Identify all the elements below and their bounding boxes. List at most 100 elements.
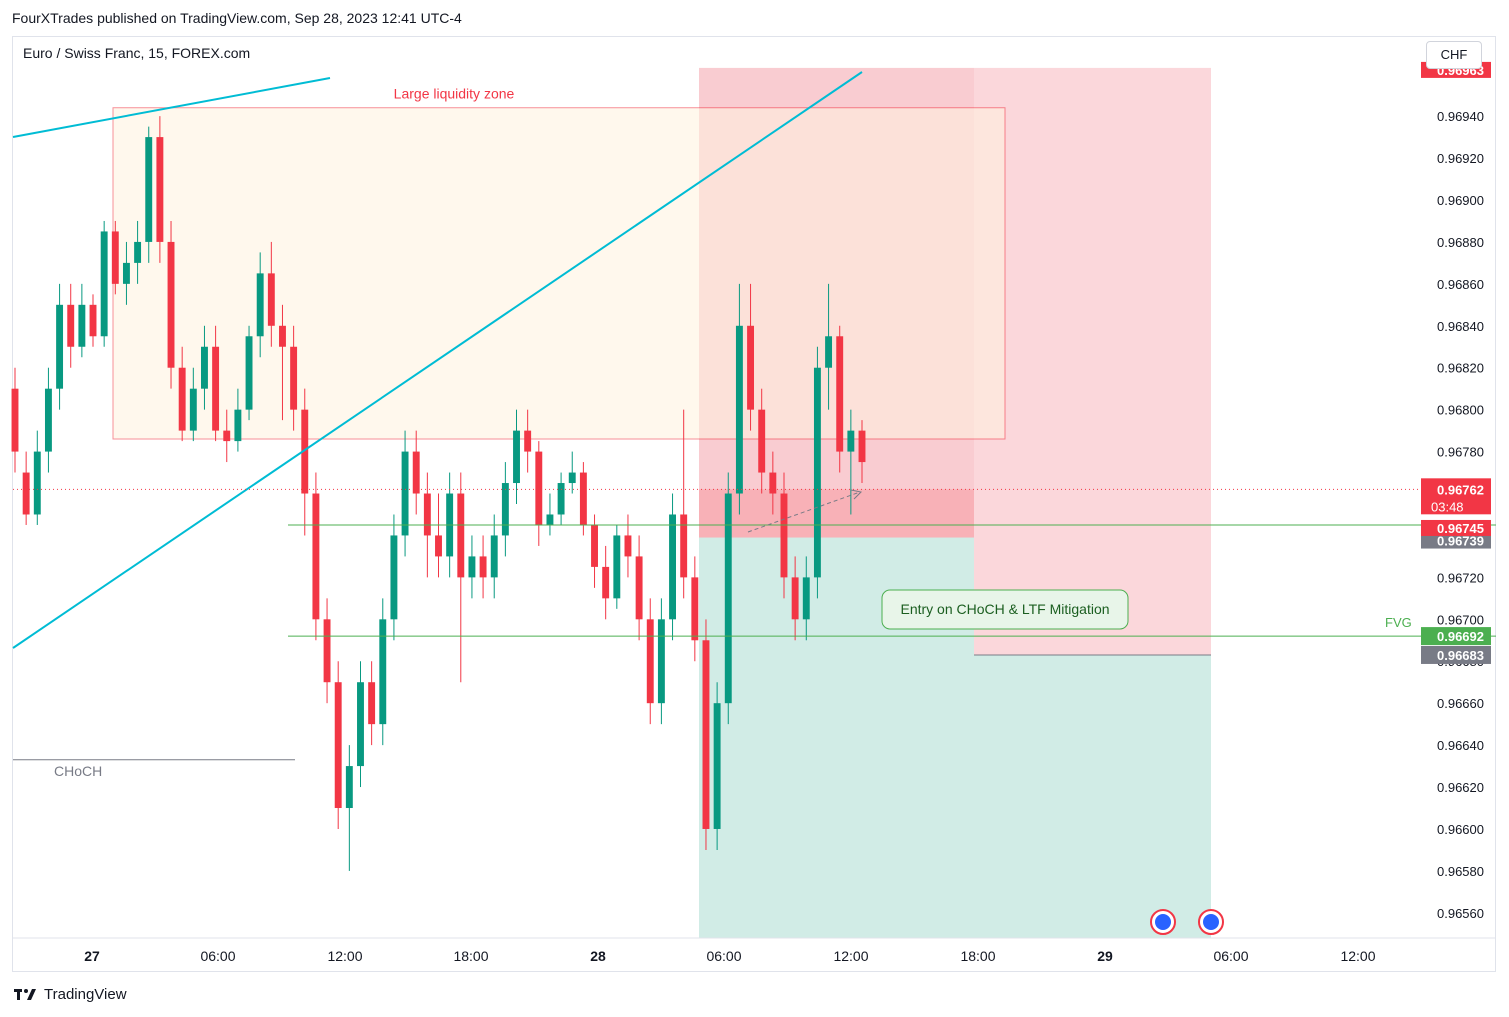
candle-body[interactable] [735,325,743,494]
candle-body[interactable] [691,577,699,641]
candle-body[interactable] [279,325,286,347]
candle-body[interactable] [201,346,208,389]
candle-body[interactable] [513,430,520,484]
open-pnl-zone [699,489,974,538]
candle-body[interactable] [234,409,242,442]
candle-body[interactable] [669,514,676,620]
candle-body[interactable] [758,409,766,473]
candle-body[interactable] [435,535,442,557]
symbol-title: Euro / Swiss Franc, 15, FOREX.com [23,45,251,61]
candle-body[interactable] [122,262,130,284]
candle-body[interactable] [100,231,108,337]
candle-body[interactable] [579,472,587,525]
candle-body[interactable] [22,472,30,515]
candle-body[interactable] [780,493,788,578]
candle-body[interactable] [301,409,309,494]
candle-body[interactable] [724,493,732,704]
candle-body[interactable] [635,556,643,620]
candle-body[interactable] [156,137,164,242]
candle-body[interactable] [323,619,331,683]
entry-price-tag-text: 0.96745 [1437,521,1484,536]
candle-body[interactable] [145,137,153,242]
candle-body[interactable] [546,514,554,525]
candle-body[interactable] [256,273,264,337]
stop-zone-projected [974,67,1211,655]
candle-body[interactable] [836,336,844,452]
candle-body[interactable] [245,336,253,410]
candle-body[interactable] [78,304,86,347]
footer-brand[interactable]: TradingView [14,986,127,1003]
candle-body[interactable] [680,514,688,578]
candle-body[interactable] [357,682,364,767]
candle-body[interactable] [11,388,19,452]
candle-body[interactable] [602,566,610,599]
candle-body[interactable] [802,577,810,620]
candle-body[interactable] [56,304,64,389]
currency-button[interactable]: CHF [1426,41,1482,69]
y-tick-label: 0.96820 [1437,361,1484,376]
entry-price-tag [1421,519,1491,536]
candle-body[interactable] [624,535,632,557]
candle-body[interactable] [178,367,186,431]
y-tick-label: 0.96580 [1437,864,1484,879]
candle-body[interactable] [713,703,721,829]
candle-body[interactable] [401,451,409,536]
candle-body[interactable] [747,325,755,410]
candle-body[interactable] [813,367,821,578]
candle-body[interactable] [769,472,777,494]
candle-body[interactable] [290,346,298,410]
candle-body[interactable] [646,619,654,704]
trendline-lower[interactable] [12,71,863,649]
candle-body[interactable] [134,241,142,263]
candle-body[interactable] [111,231,119,284]
candle-body[interactable] [223,430,231,442]
choch-label: CHoCH [54,763,102,779]
candle-body[interactable] [702,640,710,829]
candle-body[interactable] [791,577,799,620]
candle-body[interactable] [368,682,376,725]
candle-body[interactable] [657,619,665,704]
candle-body[interactable] [67,304,75,347]
candle-body[interactable] [457,493,465,578]
candle-body[interactable] [423,493,431,536]
candle-body[interactable] [847,430,855,452]
candle-body[interactable] [33,451,41,515]
candle-body[interactable] [535,451,543,525]
candle-body[interactable] [267,273,275,326]
candle-body[interactable] [568,472,576,484]
candle-body[interactable] [591,524,598,567]
candle-body[interactable] [390,535,398,620]
y-tick-label: 0.96620 [1437,780,1484,795]
candle-body[interactable] [825,336,833,368]
candle-body[interactable] [468,556,476,578]
candle-body[interactable] [312,493,320,620]
candle-body[interactable] [379,619,387,725]
fvg-price-tag-text: 0.96692 [1437,629,1484,644]
y-tick-label: 0.96640 [1437,738,1484,753]
candle-body[interactable] [334,682,342,809]
x-tick-label: 29 [1097,948,1113,964]
entry-callout[interactable] [881,589,1129,630]
candle-body[interactable] [479,556,487,578]
candle-body[interactable] [524,430,532,452]
trendline-upper[interactable] [12,77,331,138]
candle-body[interactable] [44,388,52,452]
candle-body[interactable] [167,241,175,368]
eu-flag-icon [1155,914,1171,930]
candle-body[interactable] [345,766,353,809]
projection-arrow-head [850,489,863,500]
candle-body[interactable] [189,388,197,431]
candle-body[interactable] [613,535,621,599]
y-tick-label: 0.96800 [1437,403,1484,418]
candle-body[interactable] [490,535,498,578]
candle-body[interactable] [557,483,565,515]
candle-body[interactable] [412,451,420,494]
current-price-text: 0.96762 [1437,482,1484,497]
y-tick-label: 0.96720 [1437,570,1484,585]
candle-body[interactable] [212,346,220,431]
x-tick-label: 06:00 [706,948,741,964]
candle-body[interactable] [89,304,97,337]
candle-body[interactable] [501,483,509,536]
candle-body[interactable] [858,430,866,463]
